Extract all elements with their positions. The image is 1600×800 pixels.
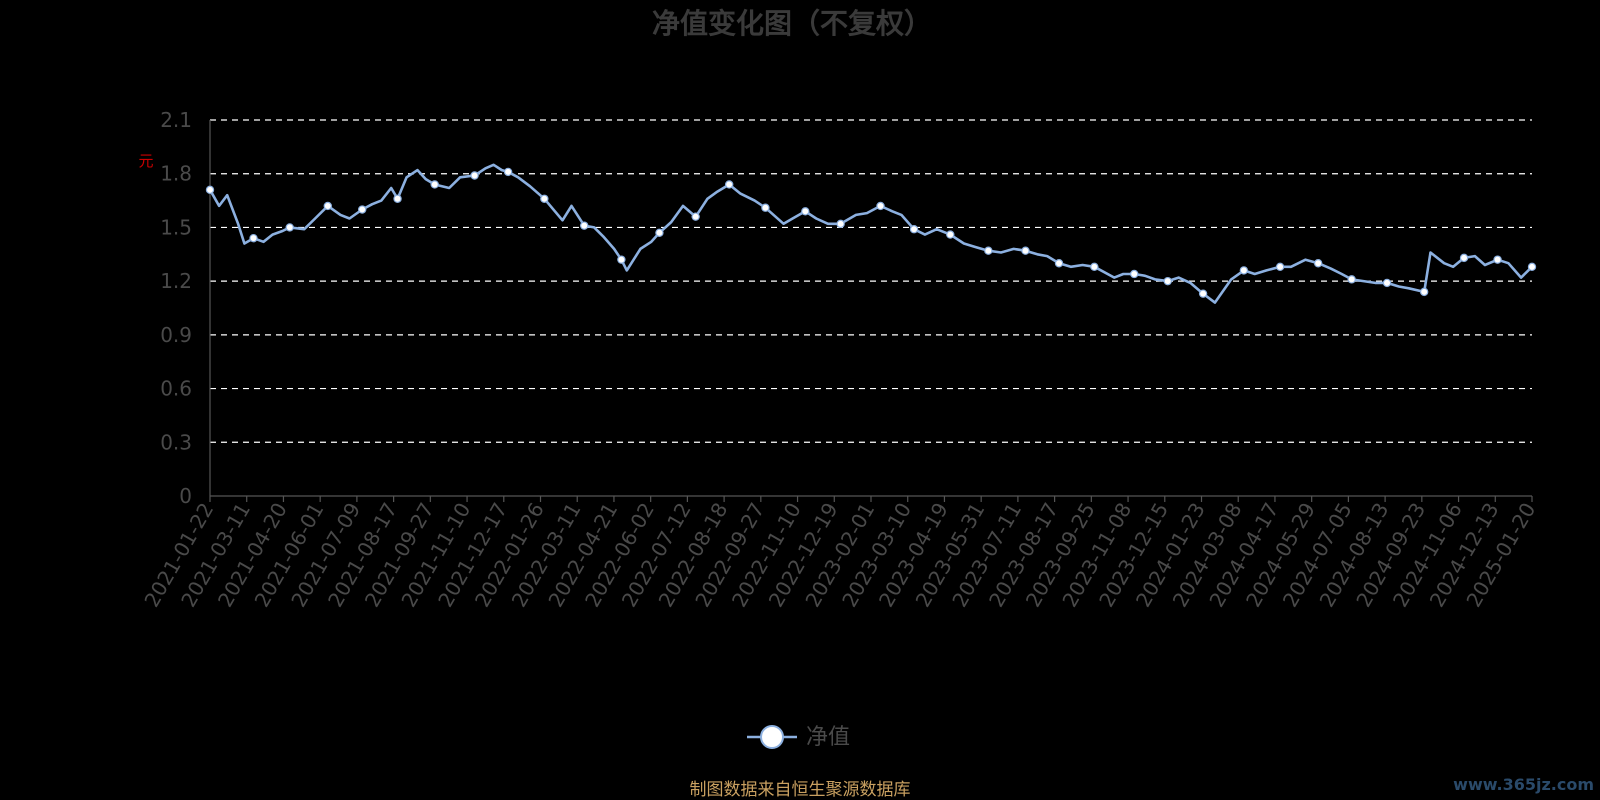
- watermark: www.365jz.com: [1453, 775, 1594, 794]
- data-point[interactable]: [1527, 262, 1537, 272]
- data-point[interactable]: [1239, 266, 1249, 275]
- data-point[interactable]: [1382, 278, 1392, 288]
- data-point[interactable]: [1198, 289, 1208, 298]
- data-point[interactable]: [946, 230, 955, 239]
- source-note: 制图数据来自恒生聚源数据库: [690, 780, 911, 800]
- y-tick-label: 0.3: [160, 430, 192, 454]
- data-point[interactable]: [724, 180, 734, 189]
- data-point[interactable]: [984, 246, 993, 255]
- data-point[interactable]: [1163, 276, 1172, 286]
- data-point[interactable]: [617, 255, 626, 264]
- y-tick-label: 0: [179, 484, 192, 508]
- series-layer: [208, 163, 1533, 304]
- data-point[interactable]: [393, 194, 402, 203]
- marker-layer: [205, 167, 1537, 298]
- y-axis-label: 元: [138, 152, 153, 170]
- y-tick-labels: 0 0.3 0.6 0.9 1.2 1.5 1.8 2.1: [160, 108, 192, 508]
- data-point[interactable]: [470, 171, 479, 180]
- data-point[interactable]: [836, 219, 845, 229]
- data-point[interactable]: [205, 185, 215, 195]
- data-point[interactable]: [691, 212, 700, 221]
- data-point[interactable]: [430, 180, 439, 189]
- data-point[interactable]: [503, 167, 513, 177]
- data-point[interactable]: [1493, 255, 1502, 264]
- legend-label: 净值: [806, 725, 850, 750]
- y-tick-label: 1.8: [160, 162, 192, 186]
- data-point[interactable]: [1130, 269, 1139, 279]
- legend-marker-icon: [760, 725, 784, 749]
- data-point[interactable]: [580, 221, 589, 230]
- data-point[interactable]: [761, 203, 770, 212]
- data-point[interactable]: [1313, 259, 1323, 268]
- data-point[interactable]: [801, 207, 810, 216]
- series-line-jingzhi: [208, 163, 1533, 304]
- data-point[interactable]: [1054, 259, 1064, 268]
- data-point[interactable]: [1347, 275, 1356, 284]
- data-point[interactable]: [876, 201, 885, 211]
- data-point[interactable]: [358, 205, 367, 214]
- data-point[interactable]: [540, 194, 549, 203]
- data-point[interactable]: [323, 201, 332, 211]
- y-tick-label: 1.5: [160, 215, 192, 239]
- grid-layer: [210, 119, 1532, 443]
- y-tick-label: 2.1: [160, 108, 192, 132]
- data-point[interactable]: [655, 228, 664, 237]
- data-point[interactable]: [1459, 253, 1469, 263]
- data-point[interactable]: [909, 225, 919, 234]
- data-point[interactable]: [1419, 287, 1429, 297]
- legend[interactable]: 净值: [747, 725, 850, 750]
- chart-title: 净值变化图（不复权）: [652, 7, 932, 40]
- x-tick-labels: 2021-01-222021-03-112021-04-202021-06-01…: [139, 496, 1540, 611]
- y-tick-label: 0.9: [160, 323, 192, 347]
- data-point[interactable]: [1021, 246, 1030, 255]
- y-tick-label: 1.2: [160, 269, 192, 293]
- data-point[interactable]: [249, 233, 258, 243]
- y-tick-label: 0.6: [160, 377, 192, 401]
- data-point[interactable]: [1090, 262, 1099, 272]
- data-point[interactable]: [1275, 262, 1285, 272]
- data-point[interactable]: [285, 223, 294, 232]
